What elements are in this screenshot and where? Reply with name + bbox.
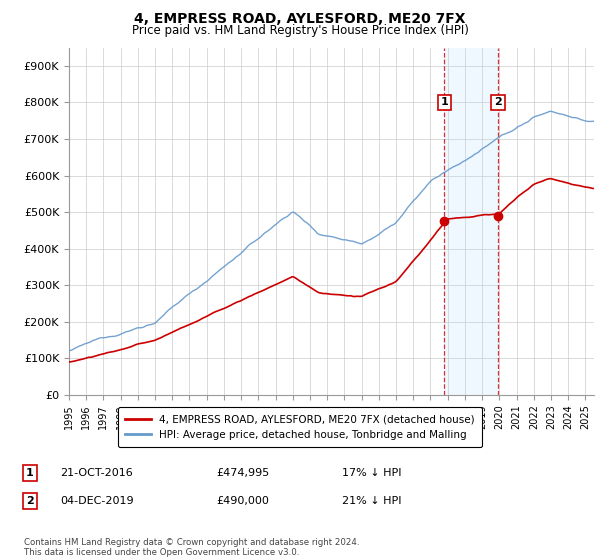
Text: 21% ↓ HPI: 21% ↓ HPI (342, 496, 401, 506)
Text: Contains HM Land Registry data © Crown copyright and database right 2024.
This d: Contains HM Land Registry data © Crown c… (24, 538, 359, 557)
Text: 4, EMPRESS ROAD, AYLESFORD, ME20 7FX: 4, EMPRESS ROAD, AYLESFORD, ME20 7FX (134, 12, 466, 26)
Legend: 4, EMPRESS ROAD, AYLESFORD, ME20 7FX (detached house), HPI: Average price, detac: 4, EMPRESS ROAD, AYLESFORD, ME20 7FX (de… (118, 407, 482, 447)
Text: 1: 1 (440, 97, 448, 108)
Text: 17% ↓ HPI: 17% ↓ HPI (342, 468, 401, 478)
Text: 04-DEC-2019: 04-DEC-2019 (60, 496, 134, 506)
Bar (444, 48, 498, 395)
Text: 2: 2 (494, 97, 502, 108)
Text: 2: 2 (26, 496, 34, 506)
Text: Price paid vs. HM Land Registry's House Price Index (HPI): Price paid vs. HM Land Registry's House … (131, 24, 469, 36)
Text: 21-OCT-2016: 21-OCT-2016 (60, 468, 133, 478)
Text: £490,000: £490,000 (216, 496, 269, 506)
Text: 1: 1 (26, 468, 34, 478)
Text: £474,995: £474,995 (216, 468, 269, 478)
